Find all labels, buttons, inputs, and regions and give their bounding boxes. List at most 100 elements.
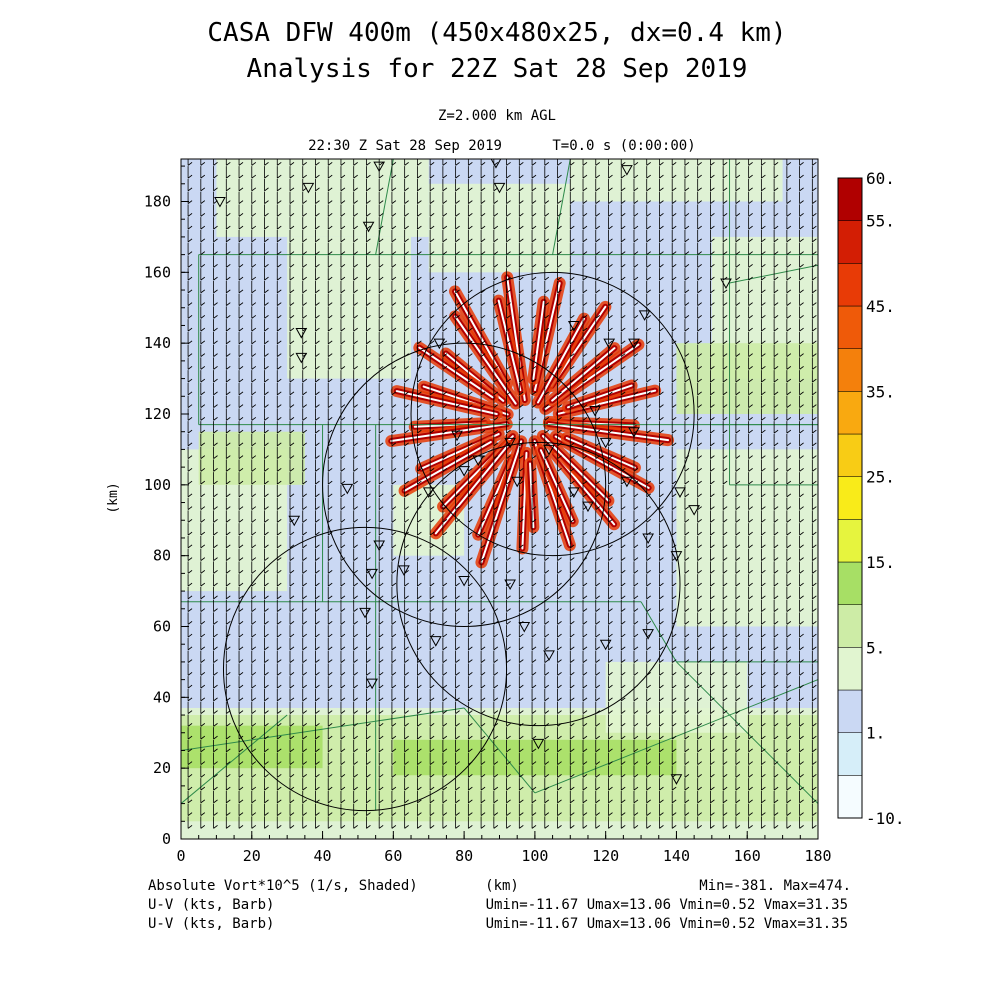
wind-barb-2390 xyxy=(760,752,766,765)
wind-barb-1783 xyxy=(608,382,613,396)
wind-barb-460 xyxy=(289,357,295,370)
wind-barb-1853 xyxy=(620,166,626,179)
wind-barb-2063 xyxy=(671,191,677,204)
wind-barb-281 xyxy=(251,612,257,625)
vort-streamer-center-12 xyxy=(454,315,517,405)
wind-barb-1424 xyxy=(518,229,524,243)
wind-barb-827 xyxy=(378,408,384,421)
wind-barb-309 xyxy=(251,255,257,268)
wind-barb-2050 xyxy=(671,357,677,370)
wind-barb-498 xyxy=(302,548,307,561)
wind-barb-2588 xyxy=(799,255,804,268)
wind-barb-1515 xyxy=(544,421,550,434)
wind-barb-132 xyxy=(213,484,218,498)
wind-barb-1046 xyxy=(429,319,435,332)
wind-barb-473 xyxy=(289,191,295,204)
wind-barb-748 xyxy=(366,739,371,753)
vort-streamer-center-22 xyxy=(434,444,509,535)
station-marker-23 xyxy=(621,476,633,488)
wind-barb-801 xyxy=(378,739,384,753)
station-marker-15 xyxy=(451,430,463,442)
wind-barb-1568 xyxy=(557,421,562,434)
wind-barb-2196 xyxy=(710,523,715,536)
wind-barb-1618 xyxy=(569,459,575,472)
wind-barb-1585 xyxy=(557,204,562,217)
wind-barb-2617 xyxy=(811,561,817,574)
wind-barb-2590 xyxy=(799,229,804,243)
wind-barb-108 xyxy=(213,790,218,804)
wind-barb-597 xyxy=(327,637,333,651)
wind-barb-1032 xyxy=(429,497,435,510)
wind-barb-1100 xyxy=(442,306,448,319)
wind-barb-1680 xyxy=(582,344,588,357)
wind-barb-1360 xyxy=(506,370,511,383)
wind-barb-1503 xyxy=(544,574,550,587)
wind-barb-2598 xyxy=(811,803,817,816)
wind-barb-98 xyxy=(200,242,206,255)
wind-barb-1619 xyxy=(569,446,575,459)
wind-barb-1004 xyxy=(416,178,422,192)
wind-barb-340 xyxy=(264,535,269,549)
x-tick-label-9: 180 xyxy=(804,847,831,865)
wind-barb-1768 xyxy=(608,574,613,587)
wind-barb-2493 xyxy=(786,790,792,804)
wind-barb-737 xyxy=(353,204,358,217)
wind-barb-2165 xyxy=(697,242,702,255)
wind-barb-2362 xyxy=(748,433,753,447)
wind-barb-1256 xyxy=(480,344,486,357)
wind-barb-151 xyxy=(213,242,218,255)
wind-barb-2039 xyxy=(671,497,677,510)
wind-barb-1155 xyxy=(455,280,460,294)
wind-barb-1504 xyxy=(544,561,550,574)
wind-barb-685 xyxy=(340,191,346,204)
wind-barb-2354 xyxy=(748,535,753,549)
wind-barb-2580 xyxy=(799,357,804,370)
wind-barb-1026 xyxy=(429,574,435,587)
wind-barb-2162 xyxy=(697,280,702,294)
wind-barb-1947 xyxy=(646,319,651,332)
wind-barb-218 xyxy=(238,739,244,753)
wind-barb-1699 xyxy=(595,778,600,791)
wind-barb-2088 xyxy=(684,548,690,561)
wind-barb-704 xyxy=(353,625,358,638)
wind-barb-2553 xyxy=(799,701,804,714)
wind-barb-475 xyxy=(289,166,295,179)
wind-barb-2374 xyxy=(748,280,753,294)
wind-barb-728 xyxy=(353,319,358,332)
wind-barb-785 xyxy=(366,268,371,281)
wind-barb-2315 xyxy=(735,357,741,370)
wind-barb-2341 xyxy=(748,701,753,714)
wind-barb-583 xyxy=(327,816,333,829)
wind-barb-654 xyxy=(340,586,346,600)
wind-barb-2579 xyxy=(799,370,804,383)
wind-barb-2199 xyxy=(710,484,715,498)
wind-barb-2216 xyxy=(710,268,715,281)
wind-barb-2485 xyxy=(773,217,779,230)
county-border-13 xyxy=(534,679,818,794)
wind-barb-2609 xyxy=(811,663,817,676)
wind-barb-2251 xyxy=(722,497,728,510)
wind-barb-2504 xyxy=(786,650,792,663)
wind-barb-1879 xyxy=(633,510,639,523)
wind-barb-488 xyxy=(302,676,307,689)
wind-barb-2115 xyxy=(684,204,690,217)
wind-barb-1421 xyxy=(518,268,524,281)
wind-barb-1500 xyxy=(544,612,550,625)
wind-barb-600 xyxy=(327,599,333,612)
wind-barb-1417 xyxy=(518,319,524,332)
wind-barb-1202 xyxy=(467,357,473,370)
wind-barb-1527 xyxy=(544,268,550,281)
wind-barb-1794 xyxy=(608,242,613,255)
wind-barb-687 xyxy=(340,166,346,179)
wind-barb-1252 xyxy=(480,395,486,408)
wind-barb-321 xyxy=(264,778,269,791)
wind-barb-593 xyxy=(327,688,333,702)
wind-barb-2353 xyxy=(748,548,753,561)
wind-barb-2529 xyxy=(786,331,792,345)
wind-barb-1101 xyxy=(442,293,448,306)
wind-barb-1382 xyxy=(518,765,524,778)
wind-barb-2247 xyxy=(722,548,728,561)
wind-barb-732 xyxy=(353,268,358,281)
wind-barb-1491 xyxy=(544,727,550,740)
wind-barb-2127 xyxy=(697,727,702,740)
